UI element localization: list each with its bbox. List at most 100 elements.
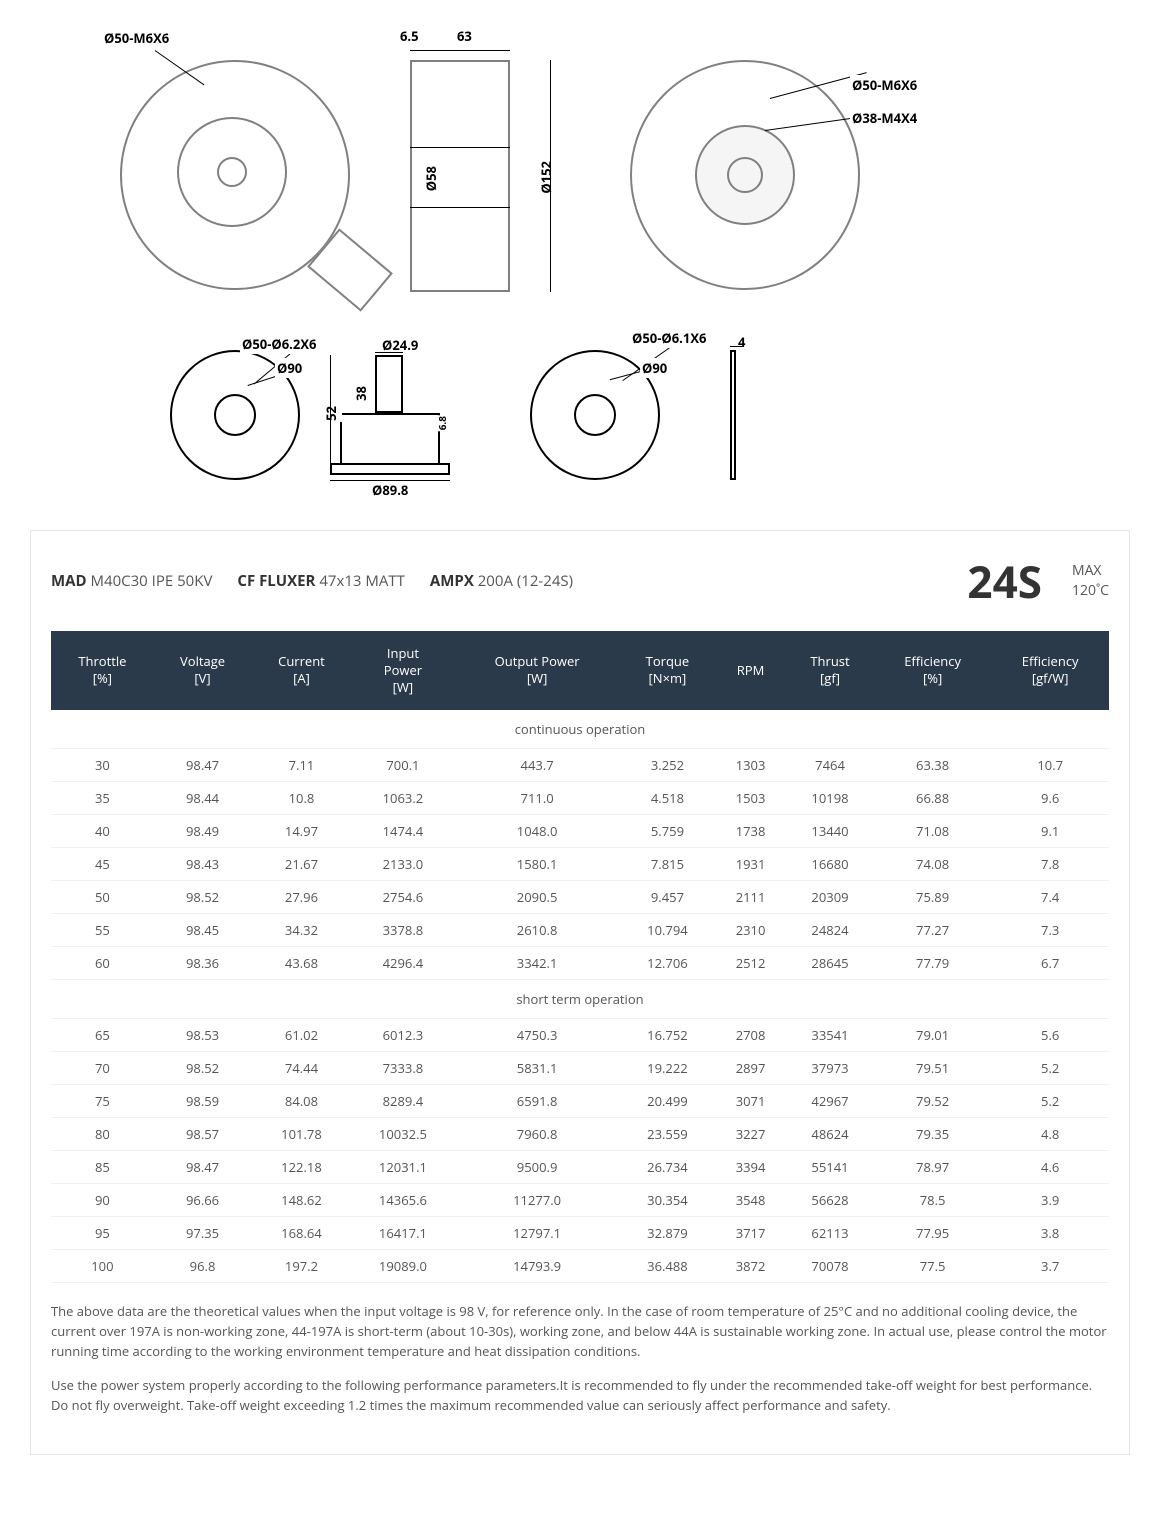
table-cell: 16.752: [620, 1018, 715, 1051]
table-cell: 77.27: [874, 913, 992, 946]
table-cell: 96.66: [154, 1183, 252, 1216]
table-cell: 19089.0: [352, 1249, 455, 1282]
table-cell: 62113: [786, 1216, 874, 1249]
table-row: 7598.5984.088289.46591.820.4993071429677…: [51, 1084, 1109, 1117]
performance-table: Throttle[%]Voltage[V]Current[A]InputPowe…: [51, 631, 1109, 1283]
table-cell: 2708: [715, 1018, 786, 1051]
table-cell: 10032.5: [352, 1117, 455, 1150]
table-row: 10096.8197.219089.014793.936.48838727007…: [51, 1249, 1109, 1282]
table-cell: 84.08: [251, 1084, 351, 1117]
table-cell: 2512: [715, 946, 786, 979]
table-row: 4598.4321.672133.01580.17.81519311668074…: [51, 847, 1109, 880]
table-row: 3098.477.11700.1443.73.2521303746463.381…: [51, 748, 1109, 781]
table-cell: 148.62: [251, 1183, 351, 1216]
table-cell: 34.32: [251, 913, 351, 946]
table-cell: 3394: [715, 1150, 786, 1183]
table-cell: 37973: [786, 1051, 874, 1084]
table-cell: 13440: [786, 814, 874, 847]
max-label: MAX: [1072, 561, 1102, 580]
table-cell: 6.7: [991, 946, 1109, 979]
table-cell: 43.68: [251, 946, 351, 979]
table-cell: 26.734: [620, 1150, 715, 1183]
drawing-rear: [630, 60, 860, 290]
table-cell: 101.78: [251, 1117, 351, 1150]
table-cell: 1063.2: [352, 781, 455, 814]
table-cell: 66.88: [874, 781, 992, 814]
table-cell: 55141: [786, 1150, 874, 1183]
table-row: 7098.5274.447333.85831.119.2222897379737…: [51, 1051, 1109, 1084]
table-row: 5598.4534.323378.82610.810.7942310248247…: [51, 913, 1109, 946]
table-cell: 30: [51, 748, 154, 781]
table-cell: 20.499: [620, 1084, 715, 1117]
technical-drawings: Ø50-M6X6 6.5 63 Ø58 Ø152 Ø50-M6X6 Ø38-M4…: [30, 20, 1130, 510]
table-cell: 90: [51, 1183, 154, 1216]
table-cell: 27.96: [251, 880, 351, 913]
table-cell: 77.95: [874, 1216, 992, 1249]
col-header: RPM: [715, 631, 786, 710]
label-side-w2: 63: [455, 26, 474, 46]
table-cell: 3717: [715, 1216, 786, 1249]
table-cell: 12031.1: [352, 1150, 455, 1183]
table-cell: 4.6: [991, 1150, 1109, 1183]
col-header: Throttle[%]: [51, 631, 154, 710]
col-header: Torque[N×m]: [620, 631, 715, 710]
table-row: 9096.66148.6214365.611277.030.3543548566…: [51, 1183, 1109, 1216]
table-cell: 98.49: [154, 814, 252, 847]
col-header: Thrust[gf]: [786, 631, 874, 710]
table-cell: 122.18: [251, 1150, 351, 1183]
table-cell: 7.4: [991, 880, 1109, 913]
table-cell: 1738: [715, 814, 786, 847]
table-cell: 3071: [715, 1084, 786, 1117]
table-cell: 28645: [786, 946, 874, 979]
table-cell: 3872: [715, 1249, 786, 1282]
table-cell: 77.79: [874, 946, 992, 979]
table-cell: 14793.9: [454, 1249, 620, 1282]
table-cell: 7333.8: [352, 1051, 455, 1084]
table-cell: 1580.1: [454, 847, 620, 880]
table-cell: 2310: [715, 913, 786, 946]
table-cell: 98.47: [154, 748, 252, 781]
section-label: continuous operation: [51, 710, 1109, 749]
col-header: InputPower[W]: [352, 631, 455, 710]
table-cell: 98.47: [154, 1150, 252, 1183]
table-cell: 16680: [786, 847, 874, 880]
table-cell: 21.67: [251, 847, 351, 880]
table-cell: 98.53: [154, 1018, 252, 1051]
table-cell: 75: [51, 1084, 154, 1117]
table-row: 3598.4410.81063.2711.04.51815031019866.8…: [51, 781, 1109, 814]
table-cell: 2111: [715, 880, 786, 913]
table-cell: 98.44: [154, 781, 252, 814]
col-header: Efficiency[%]: [874, 631, 992, 710]
table-cell: 3.9: [991, 1183, 1109, 1216]
table-cell: 70: [51, 1051, 154, 1084]
table-cell: 1474.4: [352, 814, 455, 847]
table-cell: 80: [51, 1117, 154, 1150]
table-cell: 9.1: [991, 814, 1109, 847]
table-cell: 98.36: [154, 946, 252, 979]
table-cell: 1048.0: [454, 814, 620, 847]
section-label: short term operation: [51, 979, 1109, 1018]
table-cell: 77.5: [874, 1249, 992, 1282]
table-cell: 33541: [786, 1018, 874, 1051]
label-side-h1: Ø58: [420, 165, 442, 192]
col-header: Voltage[V]: [154, 631, 252, 710]
table-cell: 3.252: [620, 748, 715, 781]
table-cell: 36.488: [620, 1249, 715, 1282]
table-cell: 32.879: [620, 1216, 715, 1249]
table-row: 5098.5227.962754.62090.59.45721112030975…: [51, 880, 1109, 913]
table-cell: 96.8: [154, 1249, 252, 1282]
table-cell: 2133.0: [352, 847, 455, 880]
table-cell: 7.3: [991, 913, 1109, 946]
table-cell: 2090.5: [454, 880, 620, 913]
col-header: Efficiency[gf/W]: [991, 631, 1109, 710]
table-cell: 74.08: [874, 847, 992, 880]
table-cell: 5831.1: [454, 1051, 620, 1084]
table-cell: 98.59: [154, 1084, 252, 1117]
model-1: M40C30 IPE 50KV: [91, 571, 213, 591]
drawing-spacer: [730, 350, 736, 480]
table-cell: 5.2: [991, 1084, 1109, 1117]
table-cell: 6012.3: [352, 1018, 455, 1051]
table-cell: 1931: [715, 847, 786, 880]
table-cell: 100: [51, 1249, 154, 1282]
table-cell: 79.01: [874, 1018, 992, 1051]
